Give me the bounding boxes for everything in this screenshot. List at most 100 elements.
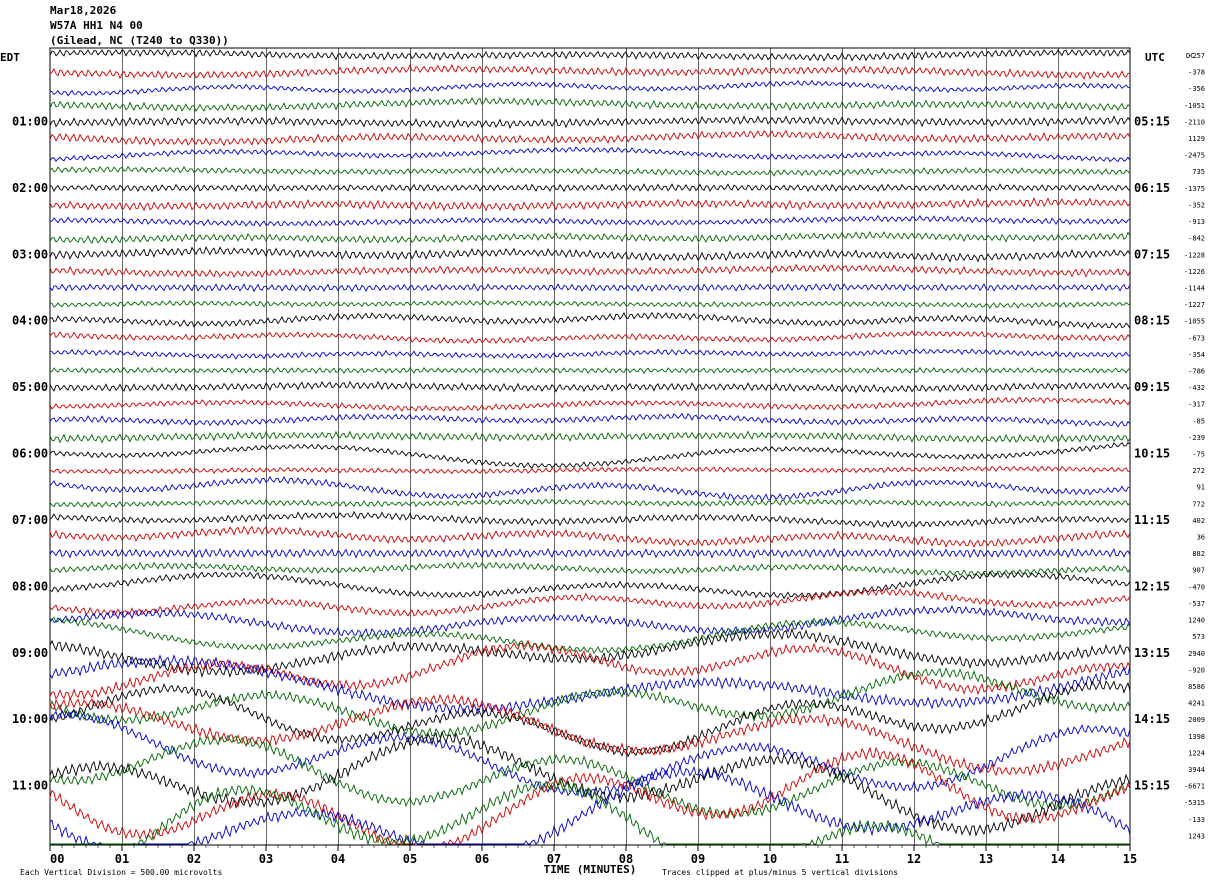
dc-offset-label: 907 [1192,567,1205,575]
seismic-trace [49,730,1131,837]
dc-offset-label: -133 [1188,816,1205,824]
dc-offset-label: -2110 [1184,118,1205,126]
seismic-trace [49,693,1131,777]
seismic-trace [49,311,1131,330]
edt-time-label: 05:00 [12,380,48,394]
footer-clip-note: Traces clipped at plus/minus 5 vertical … [662,868,898,877]
x-tick-label: 14 [1051,852,1065,866]
seismic-trace [49,604,1131,638]
dc-offset-label: -842 [1188,235,1205,243]
utc-time-label: 07:15 [1134,247,1170,261]
dc-offset-label: -352 [1188,201,1205,209]
dc-offset-label: -1227 [1184,301,1205,309]
utc-time-label: 12:15 [1134,579,1170,593]
seismic-trace [50,777,1130,846]
dc-offset-label: -2475 [1184,152,1205,160]
seismic-trace [49,214,1131,227]
utc-time-label: 08:15 [1134,314,1170,328]
header-location: (Gilead, NC (T240 to Q330)) [50,34,229,47]
seismic-trace [49,430,1131,444]
x-tick-label: 06 [475,852,489,866]
seismic-trace [49,570,1131,600]
seismic-trace [49,165,1131,177]
footer-scale-note: Each Vertical Division = 500.00 microvol… [20,868,222,877]
dc-offset-label: 36 [1197,534,1205,542]
x-axis-title: TIME (MINUTES) [544,863,637,876]
dc-offset-label: -432 [1188,384,1205,392]
x-tick-label: 08 [619,852,633,866]
seismic-trace [49,510,1130,529]
seismic-trace [49,366,1131,375]
seismic-trace [50,299,1131,309]
dc-offset-label: 4241 [1188,700,1205,708]
seismic-trace [49,146,1131,163]
dc-offset-label: 573 [1192,633,1205,641]
dc-offset-label: -239 [1188,434,1205,442]
seismic-trace [49,734,1131,820]
seismic-trace [49,616,1131,654]
seismic-trace [49,654,1131,716]
seismic-trace [49,561,1131,578]
seismic-trace [49,587,1131,618]
x-tick-label: 05 [403,852,417,866]
seismic-trace [49,441,1131,469]
dc-offset-label: -1051 [1184,102,1205,110]
seismic-trace [49,639,1131,701]
dc-offset-label: -317 [1188,401,1205,409]
dc-offset-label: -913 [1188,218,1205,226]
seismic-trace [49,680,1131,758]
dc-offset-label: 772 [1192,500,1205,508]
utc-time-label: 13:15 [1134,646,1170,660]
x-tick-label: 04 [331,852,345,866]
dc-offset-label: -1055 [1184,318,1205,326]
seismic-trace [49,63,1131,80]
dc-offset-label: -1144 [1184,284,1205,292]
dc-offset-label: -85 [1192,417,1205,425]
dc-offset-label: 3944 [1188,766,1205,774]
utc-axis-title: UTC [1145,51,1165,64]
dc-offset-label: -354 [1188,351,1205,359]
dc-offset-label: -1375 [1184,185,1205,193]
seismic-trace [49,746,1131,845]
seismic-trace [49,380,1131,394]
edt-time-label: 03:00 [12,247,48,261]
x-tick-label: 07 [547,852,561,866]
dc-offset-label: -537 [1188,600,1205,608]
utc-time-label: 09:15 [1134,380,1170,394]
x-tick-label: 12 [907,852,921,866]
edt-time-label: 10:00 [12,712,48,726]
seismic-trace [49,115,1131,130]
seismic-trace [49,96,1131,113]
seismic-trace [49,525,1131,548]
dc-offset-label: 402 [1192,517,1205,525]
utc-time-label: 15:15 [1134,779,1170,793]
utc-time-label: 10:15 [1134,447,1170,461]
seismic-trace [49,196,1131,212]
seismic-trace [49,282,1131,293]
seismic-trace [49,465,1131,475]
utc-time-label: 11:15 [1134,513,1170,527]
edt-time-label: 09:00 [12,646,48,660]
dc-offset-label: 1243 [1188,832,1205,840]
dc-offset-label: 1398 [1188,733,1205,741]
edt-axis-title: EDT [0,51,20,64]
dc-offset-label: -356 [1188,85,1205,93]
x-tick-label: 03 [259,852,273,866]
edt-time-label: 06:00 [12,447,48,461]
x-tick-label: 00 [50,852,64,866]
dc-offset-label: -75 [1192,451,1205,459]
seismic-trace [49,475,1131,502]
seismic-trace [49,129,1131,147]
edt-time-label: 11:00 [12,779,48,793]
dc-offset-label: 2940 [1188,650,1205,658]
x-tick-label: 09 [691,852,705,866]
dc-offset-label: 8586 [1188,683,1205,691]
dc-offset-label: -5315 [1184,799,1205,807]
seismic-trace [49,79,1131,97]
x-tick-label: 01 [115,852,129,866]
utc-time-label: 06:15 [1134,181,1170,195]
header-station: W57A HH1 N4 00 [50,19,143,32]
utc-time-label: 14:15 [1134,712,1170,726]
dc-offset-label: 735 [1192,168,1205,176]
